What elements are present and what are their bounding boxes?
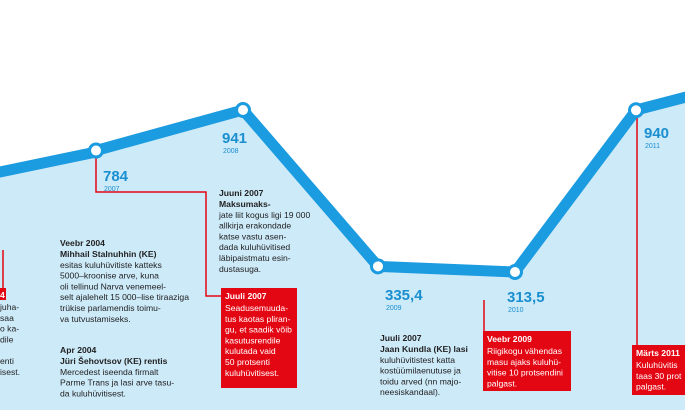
highlight-line: Seadusemuuda- [225, 303, 288, 313]
line-extension [630, 91, 685, 116]
annotation-line: Maksumaks- [219, 199, 271, 209]
annotation-line: kuluhüvitistest katta [380, 355, 455, 365]
data-point [370, 258, 386, 275]
highlight-line: juha- [0, 302, 19, 312]
line-extension [0, 146, 102, 178]
annotation-line: da kuluhüvitisest. [60, 388, 126, 398]
connector [95, 158, 222, 297]
highlight-line: palgast. [636, 382, 666, 392]
annotation-line: toidu arved (nn majo- [380, 376, 461, 386]
annotation-line: kostüümilaenutuse ja [380, 366, 461, 376]
annotation-date: Juuli 2007 [380, 333, 422, 343]
annotation-line: läbipaistmatu esin- [219, 253, 291, 263]
highlight-line: dile [0, 334, 14, 344]
annotation-line: oli tellinud Narva venemeel- [60, 281, 166, 291]
highlight-line: 50 protsenti [225, 357, 270, 367]
annotation-line: allkirja erakondade [219, 221, 291, 231]
annotation-line: dustasuga. [219, 264, 261, 274]
annotation-date: Juuni 2007 [219, 188, 264, 198]
annotation-line: neesiskandaal). [380, 387, 440, 397]
value-label: 335,4 [385, 287, 423, 304]
highlight-date: Veebr 2009 [487, 334, 532, 344]
highlight-line: masu ajaks kuluhü- [487, 357, 561, 367]
data-point [235, 102, 251, 118]
annotation-line: Mercedest iseenda firmalt [60, 367, 159, 377]
highlight-line: palgast. [487, 378, 517, 388]
highlight-box [0, 288, 6, 300]
year-label: 2010 [508, 307, 524, 314]
highlight-box [483, 331, 571, 391]
year-label: 2008 [223, 148, 239, 155]
annotation-line: Parme Trans ja lasi arve tasu- [60, 378, 174, 388]
value-label: 313,5 [507, 289, 545, 306]
connectors [2, 118, 638, 346]
annotation-date: Apr 2004 [60, 345, 97, 355]
annotation-line: 5000–kroonise arve, kuna [60, 271, 159, 281]
highlight-date: Märts 2011 [636, 348, 680, 358]
data-point [88, 142, 104, 159]
annotation-line: Jaan Kundla (KE) lasi [380, 344, 468, 354]
highlight-line: o ka- [0, 324, 19, 334]
annotation-line: Jüri Šehovtsov (KE) rentis [60, 355, 168, 366]
annotation-line: selt ajalehelt 15 000–lise tiraaziga [60, 292, 189, 302]
year-label: 2007 [104, 186, 120, 193]
data-point [628, 102, 644, 119]
highlight-date: Juuli 2007 [225, 291, 267, 301]
value-label: 941 [222, 130, 247, 147]
highlight-line: saa [0, 313, 14, 323]
highlight-line: Kuluhüvitis [636, 360, 678, 370]
highlight-line: gu, et saadik võib [225, 325, 292, 335]
highlight-line: enti [0, 356, 14, 366]
annotation-line: esitas kuluhüvitiste katteks [60, 260, 162, 270]
annotation-line: trükise parlamendis toimu- [60, 303, 161, 313]
highlight-line: kulutada vaid [225, 346, 276, 356]
highlight-line: taas 30 prot [636, 371, 682, 381]
highlight-line: vitise 10 protsendini [487, 368, 563, 378]
highlight-date: 4 [0, 290, 5, 300]
annotation-line: dada kuluhüvitised [219, 242, 290, 252]
highlight-line: kuluhüvitisest. [225, 368, 279, 378]
annotation-line: jate liit kogus ligi 19 000 [218, 210, 310, 220]
data-point [507, 264, 523, 280]
value-label: 940 [644, 125, 669, 142]
highlight-line: tus kaotas pliran- [225, 314, 291, 324]
highlight-line: Riigikogu vähendas [487, 346, 562, 356]
year-label: 2009 [386, 305, 402, 312]
highlight-line: isest. [0, 367, 20, 377]
annotation-line: Mihhail Stalnuhhin (KE) [60, 249, 157, 259]
highlight-box [632, 345, 685, 395]
annotation-line: va tutvustamiseks. [60, 314, 131, 324]
highlight-line: kasutusrendile [225, 335, 281, 345]
year-label: 2011 [645, 143, 660, 150]
annotation-line: katse vastu asen- [219, 231, 286, 241]
value-label: 784 [103, 168, 129, 185]
highlight-box [221, 288, 297, 388]
annotation-date: Veebr 2004 [60, 238, 105, 248]
